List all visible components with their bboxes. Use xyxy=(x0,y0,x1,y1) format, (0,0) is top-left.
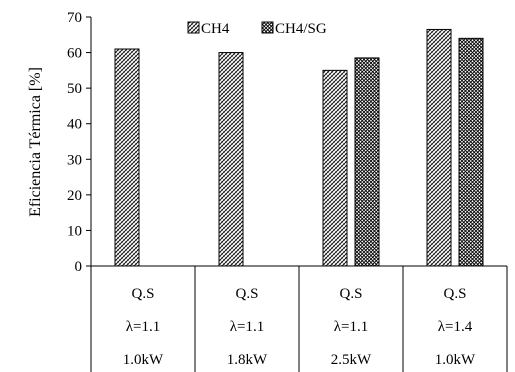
y-tick-label: 10 xyxy=(67,223,82,239)
x-category-label: Q.S xyxy=(340,286,363,302)
bar-ch4sg-4 xyxy=(458,37,484,267)
x-category-label: Q.S xyxy=(132,286,155,302)
bar-ch4-3 xyxy=(322,69,348,267)
y-axis-ticks: 0 10 20 30 40 50 60 70 xyxy=(67,10,91,275)
axes xyxy=(90,17,508,372)
bar-ch4sg-3 xyxy=(354,57,380,267)
bar-ch4-1 xyxy=(114,48,140,267)
legend-swatch-ch4sg xyxy=(261,21,274,34)
x-category-label: Q.S xyxy=(236,286,259,302)
legend: CH4 CH4/SG xyxy=(187,21,327,37)
y-tick-label: 20 xyxy=(67,188,82,204)
x-axis-category-labels: Q.S λ=1.1 1.0kW Q.S λ=1.1 1.8kW Q.S λ=1.1 2.5kW Q… xyxy=(123,286,476,368)
y-tick-label: 50 xyxy=(67,81,82,97)
x-category-label: λ=1.1 xyxy=(126,319,160,335)
y-tick-label: 40 xyxy=(67,117,82,133)
bars xyxy=(114,28,484,267)
x-category-label: λ=1.1 xyxy=(230,319,264,335)
y-axis-label: Eficiencia Térmica [%] xyxy=(27,67,44,217)
y-tick-label: 0 xyxy=(75,259,83,275)
legend-label-ch4: CH4 xyxy=(201,21,230,37)
bar-ch4-4 xyxy=(426,28,452,267)
y-tick-label: 70 xyxy=(67,10,82,26)
legend-swatch-ch4 xyxy=(187,21,200,34)
x-category-label: 1.0kW xyxy=(123,352,164,368)
y-tick-label: 60 xyxy=(67,46,82,62)
y-tick-label: 30 xyxy=(67,152,82,168)
x-category-label: 2.5kW xyxy=(331,352,372,368)
x-category-label: λ=1.1 xyxy=(334,319,368,335)
x-category-label: 1.0kW xyxy=(435,352,476,368)
x-category-label: 1.8kW xyxy=(227,352,268,368)
bar-ch4-2 xyxy=(218,52,244,267)
x-category-label: Q.S xyxy=(444,286,467,302)
x-category-label: λ=1.4 xyxy=(438,319,473,335)
legend-label-ch4sg: CH4/SG xyxy=(275,21,327,37)
